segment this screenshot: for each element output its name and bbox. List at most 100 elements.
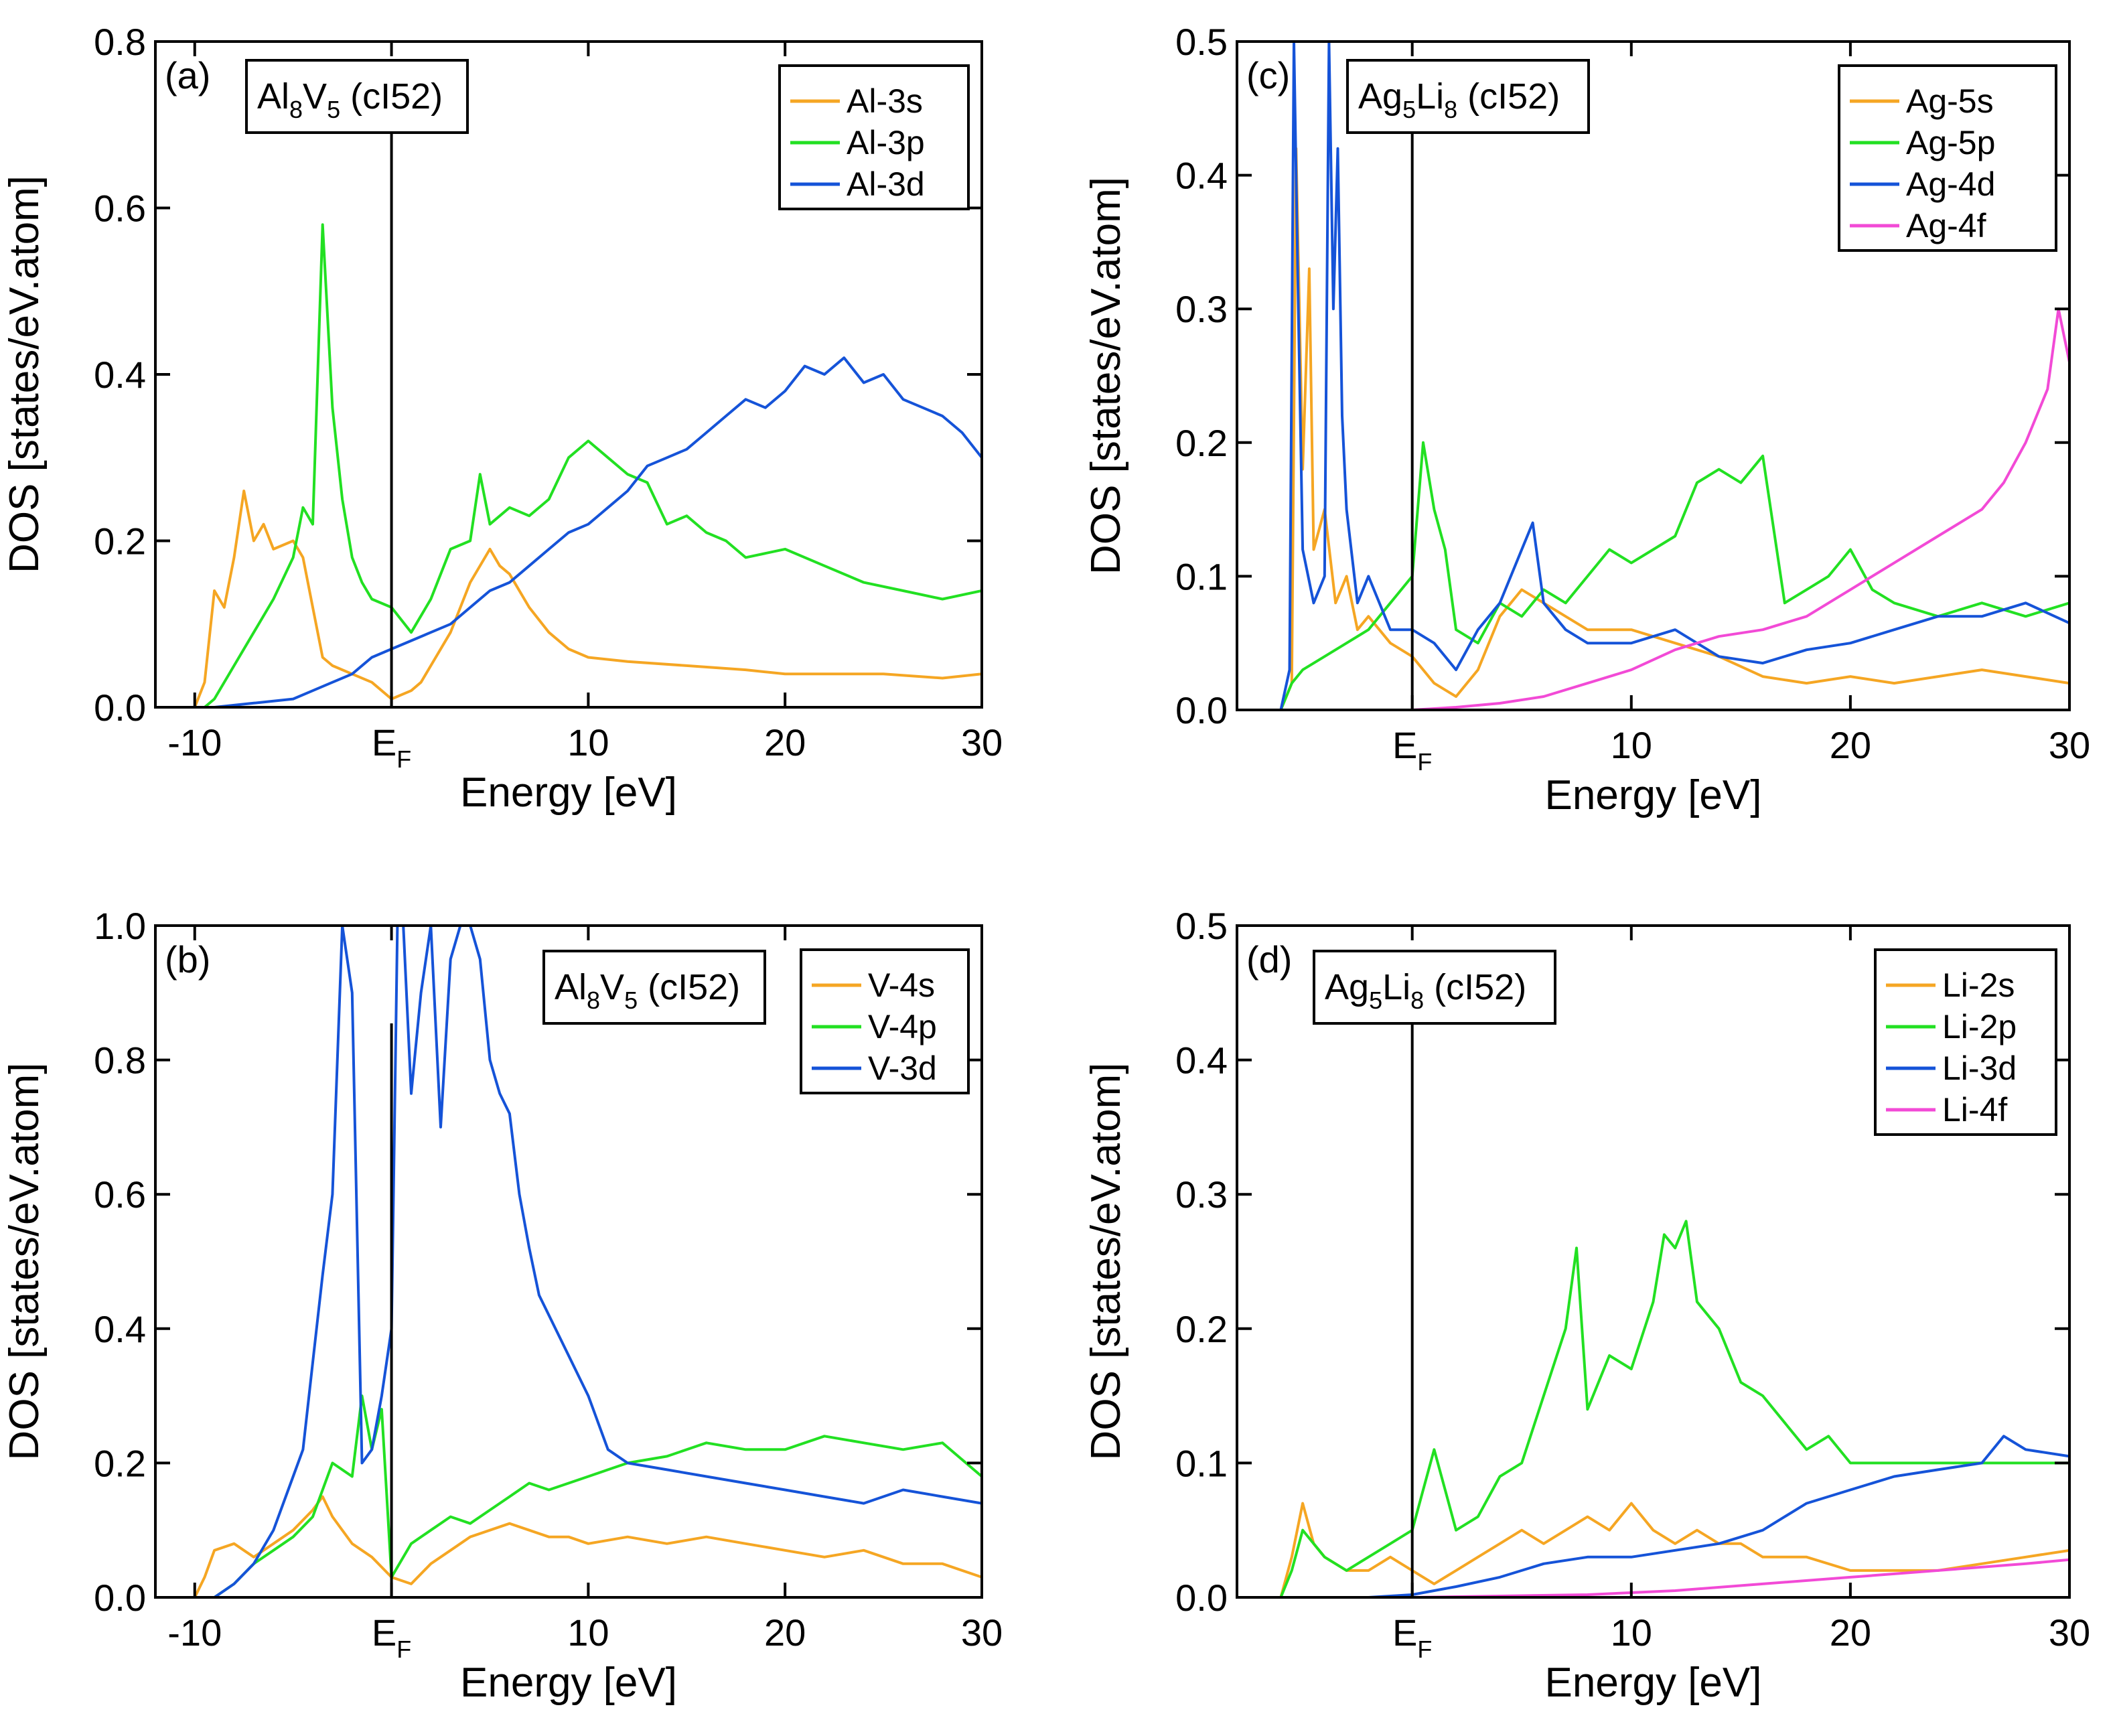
y-tick-label: 0.8 (94, 21, 146, 63)
y-tick-label: 0.6 (94, 1173, 146, 1216)
legend-entry-Al-3p: Al-3p (847, 124, 925, 161)
y-tick-label: 0.5 (1175, 905, 1228, 947)
panel-label: (c) (1246, 54, 1290, 96)
legend-entry-Li-2p: Li-2p (1942, 1008, 2017, 1045)
y-tick-label: 0.5 (1175, 21, 1228, 63)
x-tick-label: 30 (2049, 724, 2090, 766)
legend-entry-Li-2s: Li-2s (1942, 966, 2015, 1004)
series-line-Ag-5s (1237, 147, 2069, 710)
x-tick-label: 20 (1830, 724, 1871, 766)
x-tick-label: 30 (961, 1611, 1003, 1654)
series-line-Li-2s (1237, 1502, 2069, 1597)
legend-entry-V-4s: V-4s (868, 966, 935, 1004)
series-line-Al-3s (155, 490, 982, 707)
y-tick-label: 0.4 (94, 1308, 146, 1350)
x-axis-label: Energy [eV] (1545, 772, 1762, 818)
y-tick-label: 0.2 (94, 1442, 146, 1484)
compound-label: Al8V5 (cI52) (555, 967, 740, 1014)
compound-label: Al8V5 (cI52) (257, 76, 443, 123)
series-line-Ag-4d (1237, 42, 2069, 710)
series-line-Li-3d (1237, 1435, 2069, 1597)
series-group (155, 926, 982, 1597)
compound-box (245, 59, 469, 134)
x-tick-label: -10 (167, 721, 222, 764)
y-tick-label: 0.8 (94, 1039, 146, 1082)
y-tick-label: 0.1 (1175, 555, 1228, 597)
x-tick-label: EF (1392, 1611, 1432, 1663)
legend-entry-V-3d: V-3d (868, 1050, 937, 1087)
legend-entry-Ag-5s: Ag-5s (1906, 82, 1994, 120)
x-axis-label: Energy [eV] (1545, 1660, 1762, 1706)
y-tick-label: 0.1 (1175, 1442, 1228, 1484)
panel-label: (d) (1246, 938, 1292, 981)
compound-box (1313, 950, 1556, 1025)
panel-d: EF 10 20 30 0.0 0.1 0.2 0.3 0.4 0.5 Energy [eV] DOS… (1083, 905, 2090, 1706)
legend-entry-Al-3s: Al-3s (847, 82, 923, 120)
x-tick-label: 10 (567, 721, 609, 764)
series-group (1237, 1220, 2069, 1597)
y-tick-label: 0.0 (94, 686, 146, 729)
legend: Ag-5s Ag-5p Ag-4d Ag-4f (1838, 64, 2057, 252)
x-tick-label: 20 (764, 721, 806, 764)
legend-entry-Li-3d: Li-3d (1942, 1050, 2017, 1087)
y-tick-label: 0.2 (1175, 1308, 1228, 1350)
series-line-Ag-4f (1237, 307, 2069, 710)
legend-entry-Ag-4d: Ag-4d (1906, 165, 1995, 203)
panel-a: -10 EF 10 20 30 0.0 0.2 0.4 0.6 0.8 Energy [eV] DOS… (1, 21, 1003, 816)
x-tick-label: EF (1392, 724, 1432, 776)
legend-entry-Al-3d: Al-3d (847, 165, 925, 203)
legend-box (1838, 64, 2057, 252)
series-line-V-4p (155, 1394, 982, 1597)
y-tick-label: 0.6 (94, 188, 146, 230)
y-tick-label: 0.2 (94, 520, 146, 563)
compound-label: Ag5Li8 (cI52) (1325, 967, 1526, 1014)
x-tick-label: 10 (567, 1611, 609, 1654)
x-tick-label: 30 (961, 721, 1003, 764)
x-tick-label: 20 (764, 1611, 806, 1654)
x-axis-label: Energy [eV] (460, 1660, 677, 1706)
y-tick-label: 0.0 (94, 1577, 146, 1619)
plot-frame (1236, 40, 2071, 711)
x-tick-label: 10 (1611, 1611, 1652, 1654)
y-tick-label: 0.4 (94, 354, 146, 396)
series-line-Li-4f (1237, 1558, 2069, 1597)
compound-box (1346, 59, 1590, 134)
x-tick-label: EF (372, 1611, 411, 1663)
legend: V-4s V-4p V-3d (800, 948, 970, 1094)
y-tick-label: 0.4 (1175, 155, 1228, 197)
y-tick-label: 0.3 (1175, 1173, 1228, 1216)
legend-box (1874, 948, 2057, 1136)
plot-frame (154, 924, 983, 1599)
x-tick-label: EF (372, 721, 411, 773)
panel-c: EF 10 20 30 0.0 0.1 0.2 0.3 0.4 0.5 Energy [eV] DOS… (1083, 21, 2090, 818)
series-line-Li-2p (1237, 1220, 2069, 1597)
series-line-Al-3d (155, 356, 982, 707)
x-tick-label: 20 (1830, 1611, 1871, 1654)
y-tick-label: 0.0 (1175, 1577, 1228, 1619)
y-tick-label: 0.2 (1175, 422, 1228, 464)
series-line-V-3d (155, 926, 982, 1597)
panel-b: -10 EF 10 20 30 0.0 0.2 0.4 0.6 0.8 1.0 Energy [eV]… (1, 905, 1003, 1706)
series-line-Ag-5p (1237, 441, 2069, 710)
legend-entry-Ag-5p: Ag-5p (1906, 124, 1995, 161)
x-tick-label: -10 (167, 1611, 222, 1654)
series-line-V-4s (155, 1495, 982, 1597)
legend-entry-V-4p: V-4p (868, 1008, 937, 1045)
series-line-Al-3p (155, 223, 982, 707)
panel-label: (b) (165, 938, 210, 981)
legend: Li-2s Li-2p Li-3d Li-4f (1874, 948, 2057, 1136)
y-axis-label: DOS [states/eV.atom] (1, 175, 48, 573)
legend-entry-Ag-4f: Ag-4f (1906, 207, 1986, 244)
plot-frame (1236, 924, 2071, 1599)
y-axis-label: DOS [states/eV.atom] (1, 1063, 48, 1461)
y-axis-label: DOS [states/eV.atom] (1083, 177, 1129, 575)
compound-box (542, 950, 766, 1025)
series-group (155, 223, 982, 707)
x-tick-label: 10 (1611, 724, 1652, 766)
x-tick-label: 30 (2049, 1611, 2090, 1654)
panel-label: (a) (165, 54, 210, 96)
series-group (1237, 42, 2069, 710)
y-tick-label: 1.0 (94, 905, 146, 947)
compound-label: Ag5Li8 (cI52) (1358, 76, 1560, 123)
